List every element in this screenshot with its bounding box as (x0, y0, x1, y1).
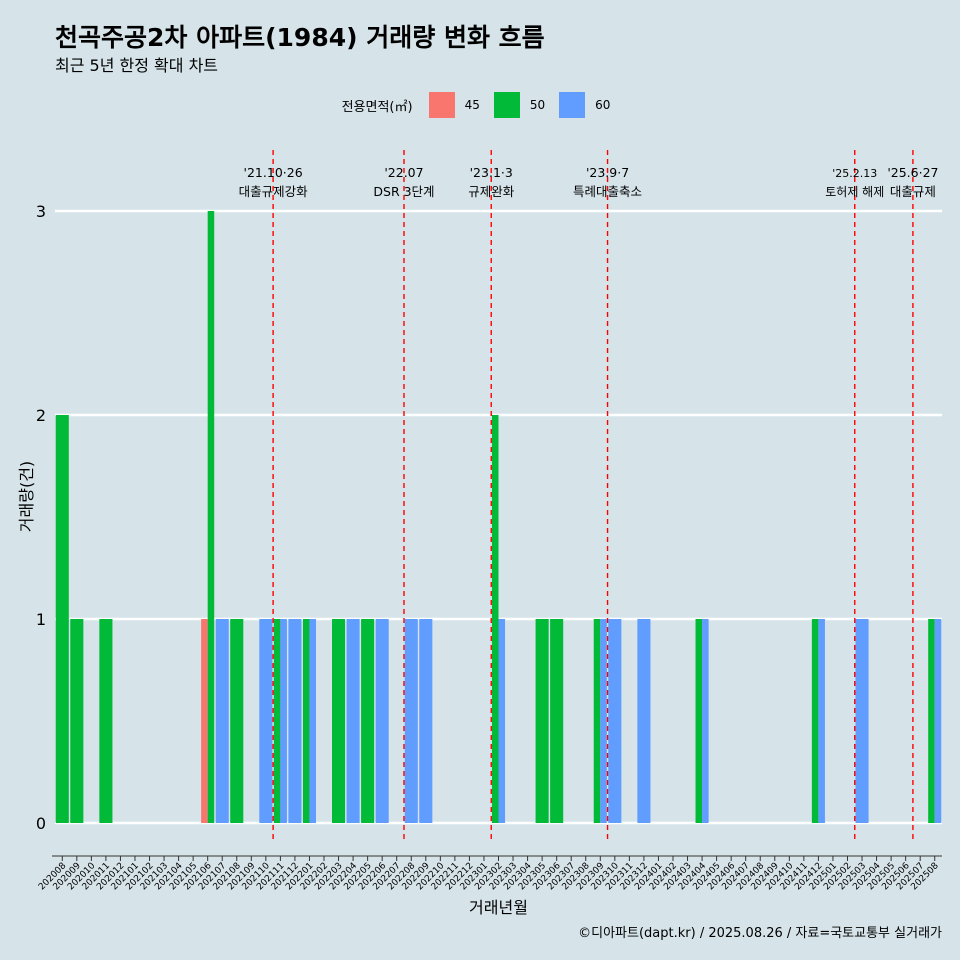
bar-202508-50 (928, 619, 935, 823)
chart-subtitle: 최근 5년 한정 확대 차트 (55, 56, 219, 75)
bar-202206-60 (375, 619, 389, 823)
legend-label-60: 60 (595, 98, 611, 112)
bar-202204-60 (346, 619, 360, 823)
bar-202404-50 (695, 619, 703, 823)
x-axis-label: 거래년월 (469, 898, 528, 917)
event-date-5: '25.6·27 (887, 165, 938, 180)
bar-202302-60 (498, 619, 506, 823)
legend-item-45: 45 (428, 92, 480, 118)
bar-202306-50 (550, 619, 564, 823)
chart-title: 천곡주공2차 아파트(1984) 거래량 변화 흐름 (55, 23, 545, 52)
bar-202310-60 (608, 619, 622, 823)
bar-202312-60 (637, 619, 651, 823)
event-label-5: 대출규제 (890, 184, 936, 199)
legend-label-50: 50 (529, 98, 546, 112)
bar-202503-60 (855, 619, 869, 823)
legend-item-60: 60 (559, 92, 610, 118)
bar-202412-50 (811, 619, 819, 823)
bar-202205-50 (361, 619, 375, 823)
y-tick-label-2: 2 (36, 406, 46, 425)
bar-202201-60 (309, 619, 317, 823)
event-date-2: '23.1·3 (470, 165, 513, 180)
bar-202111-60 (280, 619, 287, 823)
legend-swatch-45 (428, 92, 455, 118)
bar-202404-60 (702, 619, 709, 823)
event-date-4: '25.2.13 (832, 167, 877, 180)
bar-202309-60 (600, 619, 607, 823)
event-date-1: '22.07 (384, 165, 423, 180)
bar-202412-60 (818, 619, 825, 823)
bar-202009-50 (70, 619, 84, 823)
bar-202107-60 (215, 619, 229, 823)
y-tick-label-0: 0 (36, 814, 46, 833)
bar-202305-50 (535, 619, 549, 823)
bar-202106-50 (207, 211, 215, 823)
bar-202208-60 (404, 619, 418, 823)
event-date-0: '21.10·26 (244, 165, 303, 180)
y-axis-label: 거래량(건) (17, 461, 36, 532)
legend-swatch-60 (559, 92, 586, 118)
legend-title: 전용면적(㎡) (341, 99, 413, 115)
bar-202209-60 (419, 619, 433, 823)
y-tick-label-3: 3 (36, 202, 46, 221)
event-label-1: DSR 3단계 (373, 184, 434, 199)
chart-caption: ©디아파트(dapt.kr) / 2025.08.26 / 자료=국토교통부 실… (578, 926, 942, 941)
bar-202111-50 (273, 619, 281, 823)
bar-202203-50 (332, 619, 346, 823)
bar-202201-50 (302, 619, 310, 823)
bar-202508-60 (934, 619, 942, 823)
bar-202106-45 (201, 619, 208, 823)
y-tick-label-1: 1 (36, 610, 46, 629)
bar-202011-50 (99, 619, 113, 823)
event-label-4: 토허제 해제 (825, 185, 884, 199)
bar-202112-60 (288, 619, 302, 823)
bar-202108-50 (230, 619, 244, 823)
legend-item-50: 50 (493, 92, 546, 118)
bar-202309-50 (593, 619, 601, 823)
legend-label-45: 45 (464, 98, 480, 112)
event-label-2: 규제완화 (468, 184, 515, 199)
event-date-3: '23.9·7 (586, 165, 629, 180)
legend-swatch-50 (493, 92, 520, 118)
event-label-0: 대출규제강화 (239, 184, 309, 199)
bar-202008-50 (55, 415, 69, 823)
legend: 전용면적(㎡) 45 50 60 (0, 92, 960, 118)
bar-202302-50 (491, 415, 499, 823)
event-label-3: 특례대출축소 (573, 184, 642, 199)
bar-202110-60 (259, 619, 273, 823)
